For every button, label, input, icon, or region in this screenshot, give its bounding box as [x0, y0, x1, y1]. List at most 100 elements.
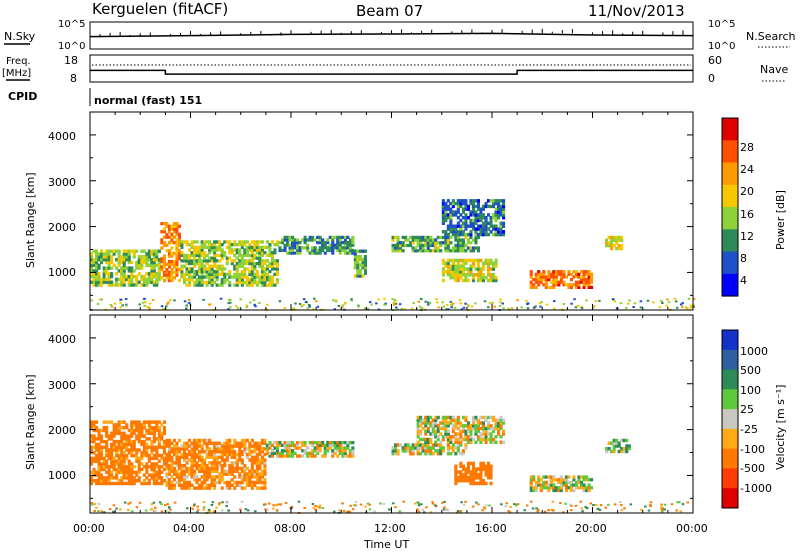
- heatmap-cell: [414, 246, 418, 250]
- heatmap-cell: [155, 252, 159, 256]
- heatmap-cell: [610, 441, 614, 445]
- heatmap-cell: [481, 429, 485, 433]
- heatmap-cell: [526, 504, 529, 507]
- heatmap-cell: [170, 461, 174, 465]
- heatmap-cell: [166, 303, 169, 305]
- heatmap-cell: [235, 305, 238, 308]
- heatmap-cell: [190, 447, 194, 451]
- heatmap-cell: [110, 249, 114, 253]
- heatmap-cell: [471, 476, 475, 480]
- heatmap-cell: [97, 434, 101, 438]
- heatmap-cell: [303, 241, 307, 245]
- heatmap-cell: [435, 298, 438, 301]
- heatmap-cell: [238, 261, 242, 266]
- heatmap-cell: [97, 510, 100, 513]
- nsky-right-tick-bottom: 10^0: [708, 41, 735, 52]
- heatmap-cell: [180, 270, 184, 274]
- heatmap-cell: [615, 246, 619, 251]
- heatmap-cell: [559, 278, 563, 282]
- heatmap-cell: [577, 480, 581, 485]
- heatmap-cell: [191, 507, 194, 510]
- heatmap-cell: [132, 431, 136, 435]
- heatmap-cell: [454, 201, 458, 206]
- heatmap-cell: [155, 263, 159, 267]
- heatmap-cell: [391, 246, 395, 250]
- heatmap-cell: [652, 301, 655, 304]
- heatmap-cell: [484, 221, 488, 225]
- heatmap-cell: [205, 245, 209, 249]
- heatmap-cell: [95, 280, 99, 284]
- heatmap-cell: [180, 240, 184, 244]
- heatmap-cell: [205, 267, 209, 271]
- heatmap-cell: [499, 435, 503, 439]
- heatmap-cell: [200, 267, 204, 271]
- heatmap-cell: [302, 298, 306, 301]
- heatmap-cell: [140, 426, 144, 430]
- heatmap-cell: [215, 480, 219, 485]
- heatmap-cell: [283, 307, 286, 309]
- heatmap-cell: [306, 446, 310, 450]
- heatmap-cell: [275, 446, 279, 450]
- heatmap-cell: [183, 272, 187, 276]
- heatmap-cell: [469, 424, 473, 428]
- heatmap-cell: [162, 467, 166, 472]
- heatmap-cell: [461, 241, 465, 245]
- heatmap-cell: [105, 431, 109, 435]
- heatmap-cell: [303, 449, 307, 453]
- heatmap-cell: [298, 454, 302, 458]
- heatmap-cell: [474, 258, 478, 263]
- heatmap-cell: [426, 246, 430, 250]
- heatmap-cell: [497, 201, 501, 206]
- heatmap-cell: [190, 475, 194, 479]
- heatmap-cell: [476, 227, 480, 231]
- heatmap-cell: [341, 441, 345, 445]
- heatmap-cell: [180, 275, 184, 279]
- heatmap-cell: [219, 297, 223, 300]
- heatmap-cell: [499, 298, 502, 301]
- heatmap-cell: [461, 199, 465, 203]
- heatmap-cell: [151, 299, 155, 302]
- heatmap-cell: [155, 437, 159, 441]
- heatmap-cell: [579, 480, 583, 485]
- heatmap-cell: [150, 448, 154, 452]
- heatmap-cell: [250, 251, 254, 255]
- heatmap-cell: [361, 249, 365, 253]
- heatmap-cell: [379, 502, 382, 505]
- heatmap-cell: [160, 268, 164, 272]
- heatmap-cell: [574, 480, 578, 485]
- heatmap-cell: [132, 420, 136, 424]
- heatmap-cell: [208, 240, 212, 244]
- heatmap-cell: [96, 302, 100, 305]
- heatmap-cell: [243, 466, 247, 471]
- heatmap-cell: [451, 267, 455, 271]
- heatmap-cell: [615, 307, 619, 310]
- heatmap-cell: [92, 451, 96, 455]
- heatmap-cell: [361, 257, 365, 262]
- heatmap-cell: [177, 235, 181, 239]
- heatmap-cell: [97, 445, 101, 449]
- heatmap-cell: [445, 303, 449, 306]
- heatmap-cell: [137, 467, 141, 472]
- heatmap-cell: [132, 448, 136, 452]
- velocity-colorbar-swatch: [722, 409, 738, 430]
- heatmap-cell: [185, 444, 189, 448]
- heatmap-cell: [200, 438, 204, 443]
- heatmap-cell: [213, 464, 217, 468]
- heatmap-cell: [301, 246, 305, 250]
- heatmap-cell: [190, 452, 194, 457]
- heatmap-cell: [210, 469, 214, 473]
- heatmap-cell: [248, 469, 252, 473]
- heatmap-cell: [419, 238, 423, 242]
- heatmap-cell: [333, 308, 337, 311]
- heatmap-cell: [240, 261, 244, 266]
- heatmap-cell: [551, 500, 555, 503]
- heatmap-cell: [147, 456, 151, 461]
- heatmap-cell: [395, 306, 398, 309]
- heatmap-cell: [426, 449, 430, 453]
- heatmap-cell: [137, 420, 141, 424]
- heatmap-cell: [321, 243, 325, 247]
- heatmap-cell: [476, 261, 480, 265]
- heatmap-cell: [321, 241, 325, 245]
- heatmap-cell: [505, 502, 508, 505]
- heatmap-cell: [150, 426, 154, 430]
